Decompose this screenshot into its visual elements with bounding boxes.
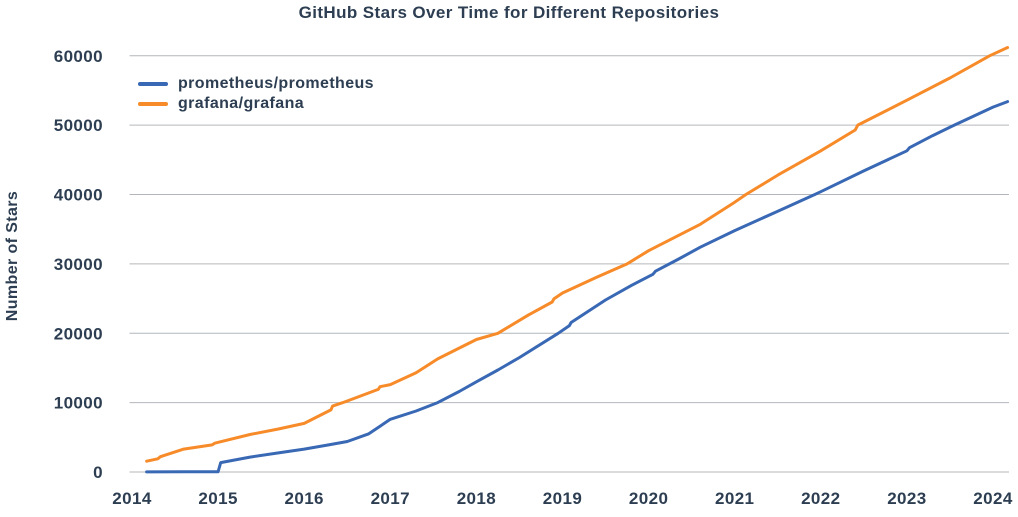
y-tick-label-40000: 40000 (54, 186, 103, 205)
y-tick-label-50000: 50000 (54, 116, 103, 135)
x-tick-label-2023: 2023 (887, 489, 926, 508)
x-tick-label-2014: 2014 (112, 489, 152, 508)
x-tick-label-2019: 2019 (543, 489, 582, 508)
x-tick-label-2017: 2017 (371, 489, 410, 508)
grafana-line-swatch (138, 102, 168, 106)
x-tick-label-2024: 2024 (973, 489, 1013, 508)
x-tick-label-2020: 2020 (629, 489, 668, 508)
chart-title: GitHub Stars Over Time for Different Rep… (298, 3, 720, 22)
legend-item-grafana: grafana/grafana (138, 94, 374, 114)
legend-label-grafana: grafana/grafana (178, 95, 305, 112)
legend-item-prometheus: prometheus/prometheus (138, 74, 374, 94)
y-tick-label-10000: 10000 (54, 394, 103, 413)
y-tick-label-0: 0 (93, 463, 103, 482)
chart-line-prometheus (145, 100, 1010, 474)
y-tick-label-60000: 60000 (54, 47, 103, 66)
y-tick-label-30000: 30000 (54, 255, 103, 274)
chart-line-grafana (145, 46, 1010, 463)
x-tick-label-2022: 2022 (801, 489, 840, 508)
x-tick-label-2021: 2021 (715, 489, 754, 508)
x-tick-label-2015: 2015 (198, 489, 237, 508)
legend-label-prometheus: prometheus/prometheus (178, 75, 374, 92)
y-tick-label-20000: 20000 (54, 324, 103, 343)
legend: prometheus/prometheus grafana/grafana (138, 74, 374, 114)
x-tick-label-2016: 2016 (284, 489, 323, 508)
prometheus-line-swatch (138, 82, 168, 86)
x-tick-label-2018: 2018 (457, 489, 496, 508)
